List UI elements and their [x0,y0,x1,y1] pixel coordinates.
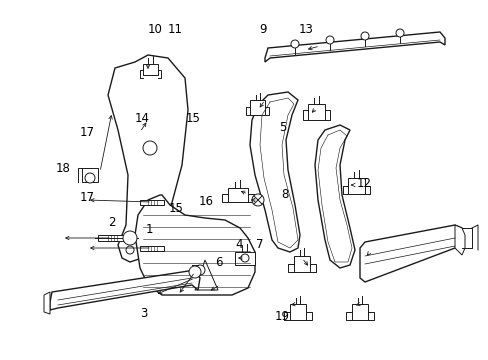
Polygon shape [82,168,98,182]
Polygon shape [249,100,264,115]
Polygon shape [135,195,254,295]
Polygon shape [140,199,163,204]
Text: 8: 8 [280,188,288,201]
Polygon shape [359,225,461,282]
Text: 10: 10 [148,23,163,36]
Text: 11: 11 [167,23,182,36]
Text: 16: 16 [199,195,213,208]
Text: 14: 14 [134,112,149,125]
Text: 15: 15 [185,112,200,125]
Polygon shape [44,292,50,314]
Text: 5: 5 [278,121,286,134]
Text: 15: 15 [168,202,183,215]
Polygon shape [454,225,464,255]
Polygon shape [195,260,218,290]
Circle shape [251,194,264,206]
Circle shape [241,254,248,262]
Polygon shape [235,252,254,265]
Polygon shape [227,188,247,202]
Circle shape [126,246,134,254]
Circle shape [123,231,137,245]
Circle shape [290,40,298,48]
Text: 18: 18 [56,162,71,175]
Circle shape [325,36,333,44]
Text: 17: 17 [80,191,94,204]
Circle shape [189,266,201,278]
Text: 1: 1 [145,223,153,236]
Polygon shape [307,104,325,120]
Polygon shape [289,304,305,320]
Circle shape [142,141,157,155]
Circle shape [85,173,95,183]
Text: 3: 3 [140,307,148,320]
Text: 9: 9 [259,23,266,36]
Polygon shape [142,64,158,75]
Circle shape [360,32,368,40]
Polygon shape [264,32,444,62]
Text: 6: 6 [214,256,222,269]
Polygon shape [108,55,187,262]
Circle shape [395,29,403,37]
Text: 4: 4 [234,238,242,251]
Polygon shape [293,256,309,272]
Polygon shape [50,270,200,310]
Text: 7: 7 [256,238,264,251]
Circle shape [195,265,204,275]
Text: 12: 12 [356,177,371,190]
Polygon shape [140,246,163,251]
Text: 19: 19 [275,310,289,323]
Polygon shape [98,235,126,241]
Text: 17: 17 [80,126,94,139]
Polygon shape [351,304,367,320]
Polygon shape [314,125,354,268]
Text: 2: 2 [107,216,115,229]
Polygon shape [347,178,364,194]
Text: 13: 13 [298,23,312,36]
Polygon shape [249,92,299,252]
